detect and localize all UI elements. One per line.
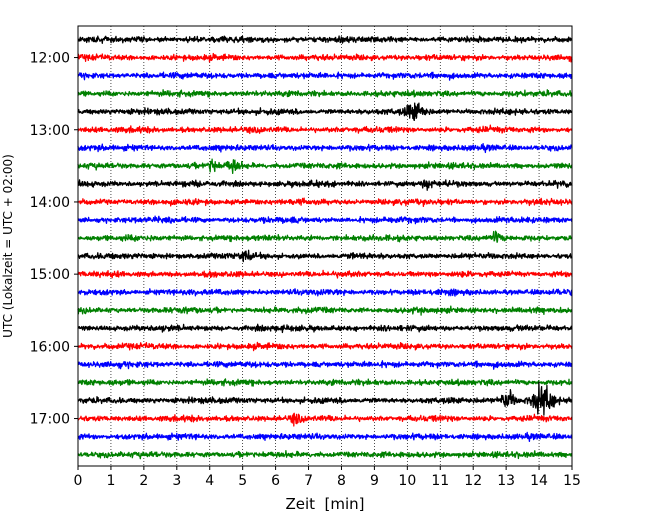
y-axis-ticks: 12:00 13:00 14:00 15:00 16:00 17:00 [30, 51, 78, 428]
seismic-trace [77, 360, 573, 370]
seismic-trace [77, 341, 573, 352]
seismic-trace [77, 52, 573, 63]
seismic-trace [77, 249, 573, 263]
seismic-trace [77, 102, 573, 121]
x-tick-label: 8 [337, 473, 346, 489]
seismic-trace [77, 71, 573, 81]
seismic-trace [77, 197, 573, 208]
x-tick-label: 15 [563, 473, 581, 489]
seismic-trace [77, 381, 573, 416]
x-tick-label: 0 [74, 473, 83, 489]
seismic-trace [77, 378, 573, 387]
x-tick-label: 11 [431, 473, 449, 489]
x-tick-label: 4 [205, 473, 214, 489]
x-tick-label: 6 [271, 473, 280, 489]
seismic-trace [77, 89, 573, 98]
x-tick-label: 13 [497, 473, 515, 489]
seismic-trace [77, 288, 573, 297]
seismic-trace [77, 305, 573, 316]
seismic-trace [77, 230, 573, 243]
seismic-trace [77, 450, 573, 460]
seismic-trace [77, 35, 573, 44]
seismic-trace [77, 431, 573, 443]
y-axis-label: UTC (Lokalzeit = UTC + 02:00) [1, 154, 15, 338]
x-tick-label: 3 [172, 473, 181, 489]
x-tick-label: 2 [139, 473, 148, 489]
seismic-trace [77, 269, 573, 279]
y-tick-label: 15:00 [30, 267, 70, 283]
x-tick-label: 12 [464, 473, 482, 489]
x-tick-label: 10 [398, 473, 416, 489]
x-tick-label: 5 [238, 473, 247, 489]
y-tick-label: 16:00 [30, 339, 70, 355]
y-tick-label: 14:00 [30, 195, 70, 211]
x-tick-label: 7 [304, 473, 313, 489]
seismic-trace [77, 179, 573, 191]
y-tick-label: 17:00 [30, 412, 70, 428]
seismic-trace [77, 124, 573, 135]
seismic-trace [77, 215, 573, 225]
seismic-trace [77, 142, 573, 154]
seismic-trace [77, 323, 573, 334]
x-tick-label: 9 [370, 473, 379, 489]
x-axis-ticks: 0 1 2 3 4 5 6 7 8 9 10 11 12 13 14 15 [74, 466, 581, 489]
traces-layer [77, 35, 573, 460]
x-tick-label: 1 [106, 473, 115, 489]
x-axis-label: Zeit [min] [285, 495, 364, 513]
seismic-trace [77, 412, 573, 427]
y-tick-label: 12:00 [30, 51, 70, 67]
seismic-trace [77, 158, 573, 175]
plot-frame [77, 25, 573, 467]
x-tick-label: 14 [530, 473, 548, 489]
y-tick-label: 13:00 [30, 123, 70, 139]
